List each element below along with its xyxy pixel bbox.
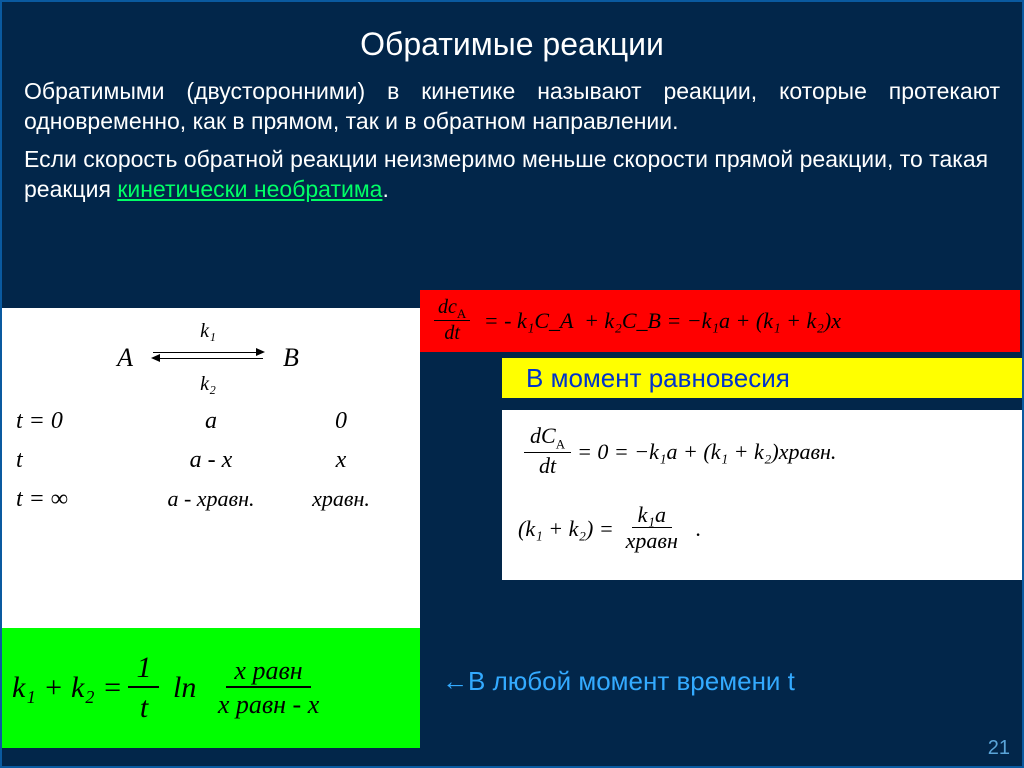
page-number: 21 xyxy=(988,737,1010,760)
integrated-rate-formula: k₁ + k₂ = 1 t ln x равн x равн - x xyxy=(2,628,420,748)
table-row: t a - x x xyxy=(16,447,400,474)
eq2-num: k₁a xyxy=(632,503,672,528)
para2-tail: . xyxy=(382,176,388,202)
eq-row-1: dCA dt = 0 = −k₁a + (k₁ + k₂)xравн. xyxy=(518,424,1006,479)
equilibrium-equations-panel: dCA dt = 0 = −k₁a + (k₁ + k₂)xравн. (k₁ … xyxy=(502,410,1022,580)
eq2-lhs: (k₁ + k₂) = xyxy=(518,516,614,542)
green-f1-num: 1 xyxy=(128,650,159,688)
dC-text: dC xyxy=(530,423,556,448)
eq2-tail: . xyxy=(696,516,702,542)
eq-row-2: (k₁ + k₂) = k₁a xравн . xyxy=(518,503,1006,555)
t-label: t xyxy=(16,447,136,474)
any-time-label: ←В любой момент времени t xyxy=(442,666,795,697)
reaction-arrow-block: k₁ A B k₂ xyxy=(16,320,400,396)
green-ln: ln xyxy=(165,671,203,705)
slide-title: Обратимые реакции xyxy=(24,26,1000,63)
tinf-a: a - xравн. xyxy=(136,486,286,513)
green-f2-den: x равн - x xyxy=(210,688,327,722)
dt2-text: dt xyxy=(533,453,562,479)
t-b: x xyxy=(286,447,396,474)
k1-label: k₁ xyxy=(16,320,400,343)
t0-a: a xyxy=(136,408,286,435)
rate-rhs: = - k₁C_A + k₂C_B = −k₁a + (k₁ + k₂)x xyxy=(478,308,841,334)
green-f2-num: x равн xyxy=(226,655,310,688)
species-a: A xyxy=(117,343,133,372)
table-row: t = 0 a 0 xyxy=(16,408,400,435)
t0-label: t = 0 xyxy=(16,408,136,435)
tinf-label: t = ∞ xyxy=(16,486,136,513)
reaction-scheme-panel: k₁ A B k₂ t = 0 a 0 t a - x x xyxy=(2,308,420,628)
rate-equation-box: dcA dt = - k₁C_A + k₂C_B = −k₁a + (k₁ + … xyxy=(420,290,1020,352)
green-f1-den: t xyxy=(132,688,156,727)
t0-b: 0 xyxy=(286,408,396,435)
dt-text: dt xyxy=(440,321,464,345)
dC-sub: A xyxy=(556,436,565,451)
equilibrium-heading: В момент равновесия xyxy=(502,358,1022,398)
table-row: t = ∞ a - xравн. xравн. xyxy=(16,486,400,513)
rate-derivative-fraction: dcA dt xyxy=(434,297,470,345)
k2-label: k₂ xyxy=(16,373,400,396)
t-a: a - x xyxy=(136,447,286,474)
species-b: B xyxy=(283,343,299,372)
eq2-den: xравн xyxy=(620,528,684,554)
paragraph-definition: Обратимыми (двусторонними) в кинетике на… xyxy=(24,77,1000,137)
tinf-b: xравн. xyxy=(286,486,396,513)
eq1-rhs: = 0 = −k₁a + (k₁ + k₂)xравн. xyxy=(577,439,836,465)
dc-text: dc xyxy=(438,296,457,318)
para2-highlight: кинетически необратима xyxy=(117,176,382,202)
equilibrium-arrow-icon xyxy=(153,346,263,366)
green-lhs: k₁ + k₂ = xyxy=(12,671,122,705)
content-area: dcA dt = - k₁C_A + k₂C_B = −k₁a + (k₁ + … xyxy=(2,290,1022,766)
dc-sub: A xyxy=(457,306,466,321)
paragraph-irreversible: Если скорость обратной реакции неизмерим… xyxy=(24,145,1000,205)
